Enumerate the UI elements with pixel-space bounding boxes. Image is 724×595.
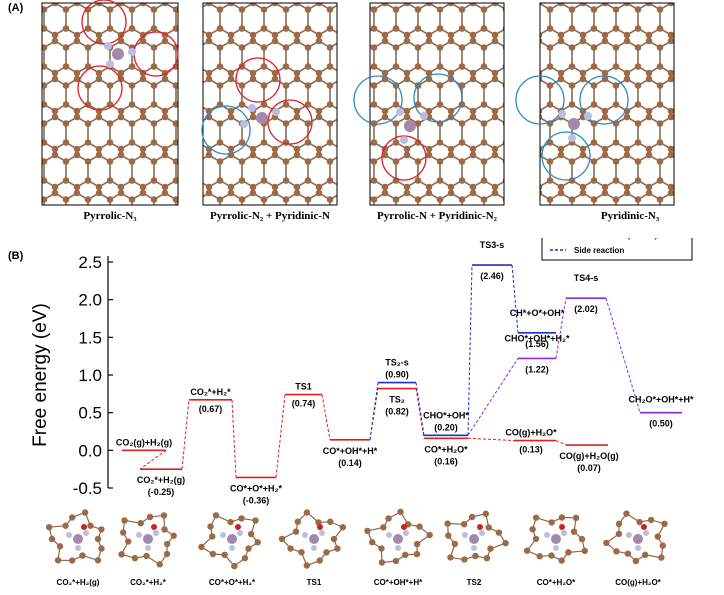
legend-box (541, 238, 693, 261)
molecule-thumbnail (364, 508, 433, 566)
side-connector (511, 264, 519, 333)
free-energy-chart: -0.5 0.0 0.5 1.0 1.5 2.0 2.5 Free energy (eV) CO… (30, 238, 694, 505)
rwgs-state-label: CO₂*+H₂* (190, 387, 231, 397)
rwgs-state-label: TS1 (295, 382, 312, 392)
y-tick-label: -0.5 (73, 479, 102, 498)
structure-pyrrolic-n2-pyridinic-n (201, 2, 338, 206)
structure-pyridinic-n3 (515, 2, 675, 206)
rwgs-state-value: (0.16) (434, 456, 458, 466)
rwgs-state-label: TS₂ (389, 395, 405, 405)
molecule-caption: TS2 (466, 578, 482, 587)
molecule-thumbnail (523, 514, 588, 564)
rwgs-connector (231, 399, 237, 478)
rwgs-connector (321, 394, 331, 440)
structure-caption-1: Pyrrolic-N₃ (83, 210, 137, 222)
rwgs-state-value: (0.82) (385, 407, 409, 417)
side-state-value: (0.90) (385, 370, 409, 380)
side-connector (415, 382, 425, 436)
molecule-thumbnail (118, 512, 177, 568)
y-tick-label: 0.5 (78, 404, 102, 423)
rwgs-state-value: (0.74) (292, 399, 316, 409)
side-state-value: (1.56) (525, 339, 549, 349)
side-state-label: CH*+O*+OH* (510, 308, 565, 318)
rwgs-state-value: (0.13) (519, 445, 543, 455)
structure-pyrrolic-n3 (41, 0, 179, 206)
side-state-value: (2.46) (480, 271, 504, 281)
rwgs-state-value: (0.14) (338, 458, 362, 468)
molecule-caption: CO*+O*+H₂* (208, 578, 256, 587)
side-connector (555, 298, 567, 359)
side-state-label: TS₂-s (385, 358, 409, 368)
rwgs-state-label: CO₂(g)+H₂(g) (116, 437, 172, 447)
side-state-label: TS4-s (574, 273, 599, 283)
structures-row (41, 0, 675, 206)
side-state-value: (0.20) (434, 422, 458, 432)
panel-b-label: (B) (8, 250, 24, 262)
y-tick-label: 1.5 (78, 328, 102, 347)
rwgs-state-value: (0.67) (199, 404, 223, 414)
rwgs-state-label: CO₂*+H₂(g) (137, 475, 185, 485)
y-axis-label: Free energy (eV) (30, 303, 51, 447)
molecule-caption: TS1 (306, 578, 322, 587)
y-tick-label: 2.0 (78, 291, 102, 310)
structure-caption-2: Pyrrolic-N₂ + Pyridinic-N (210, 210, 330, 222)
side-state-label: CH₂O*+OH*+H* (628, 395, 694, 405)
molecule-caption: CO*+H₂O* (536, 578, 576, 587)
rwgs-connector (181, 399, 190, 470)
y-tick-label: 2.5 (78, 253, 102, 272)
side-state-value: (2.02) (574, 304, 598, 314)
molecule-thumbnail (198, 512, 261, 570)
rwgs-connector (275, 394, 286, 478)
structure-caption-4: Pyridinic-N₃ (600, 210, 660, 222)
structure-pyrrolic-n-pyridinic-n2 (353, 2, 505, 206)
side-connector (467, 358, 519, 436)
rwgs-state-value: (-0.25) (148, 487, 175, 497)
molecule-caption: CO₂*+H₂* (130, 578, 166, 587)
side-state-label: TS3-s (480, 240, 505, 250)
molecule-thumbnail (45, 509, 105, 564)
molecule-thumbnail (603, 510, 668, 565)
side-state-value: (1.22) (525, 364, 549, 374)
rwgs-state-label: CO(g)+H₂O(g) (559, 451, 618, 461)
rwgs-state-label: CO*+O*+H₂* (230, 483, 283, 493)
rwgs-connector (555, 440, 567, 446)
rwgs-state-label: CO*+H₂O* (424, 444, 468, 454)
rwgs-state-label: CO(g)+H₂O* (505, 428, 557, 438)
legend-label-side: Side reaction (574, 246, 624, 255)
molecule-caption: CO*+OH*+H* (373, 578, 423, 587)
legend-label-rwgs: CO formation (RWGS) (574, 238, 658, 240)
y-tick-label: 1.0 (78, 366, 102, 385)
side-state-value: (0.50) (649, 419, 673, 429)
side-connector (467, 265, 473, 436)
molecule-caption: CO(g)+H₂O* (615, 578, 661, 587)
rwgs-connector (139, 449, 167, 470)
rwgs-connector (467, 437, 515, 442)
panel-a-label: (A) (8, 2, 24, 14)
structure-caption-3: Pyrrolic-N + Pyridinic-N₂ (377, 210, 497, 222)
y-tick-label: 0.0 (78, 441, 102, 460)
molecule-row (45, 508, 668, 570)
rwgs-state-label: CO*+OH*+H* (323, 446, 378, 456)
side-state-label: CHO*+OH*+H₂* (504, 333, 570, 343)
molecule-thumbnail (444, 510, 509, 563)
molecule-caption: CO₂*+H₂(g) (56, 578, 100, 587)
molecule-thumbnail (278, 509, 347, 569)
rwgs-connector (415, 388, 425, 439)
side-state-label: CHO*+OH* (423, 410, 469, 420)
rwgs-state-value: (0.07) (577, 463, 601, 473)
rwgs-state-value: (-0.36) (243, 495, 270, 505)
side-connector (369, 382, 379, 440)
